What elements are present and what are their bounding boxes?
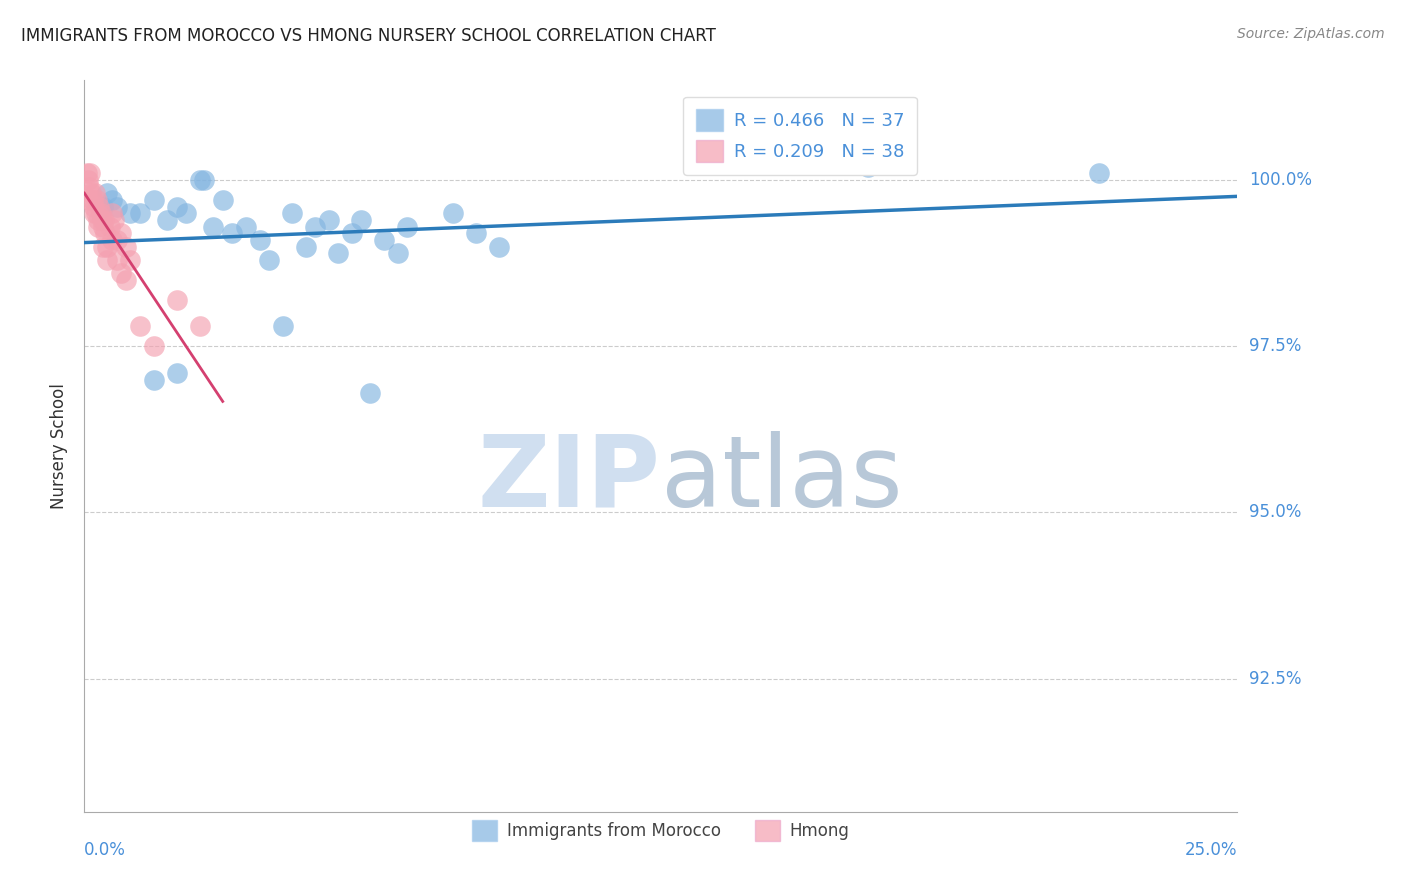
- Point: [271, 319, 294, 334]
- Text: 25.0%: 25.0%: [1185, 841, 1237, 859]
- Text: atlas: atlas: [661, 431, 903, 528]
- Point: [79, 166, 101, 180]
- Point: [77, 173, 100, 187]
- Point: [142, 193, 165, 207]
- Point: [166, 293, 188, 307]
- Text: 92.5%: 92.5%: [1249, 670, 1302, 688]
- Y-axis label: Nursery School: Nursery School: [51, 383, 69, 509]
- Point: [94, 226, 117, 240]
- Text: IMMIGRANTS FROM MOROCCO VS HMONG NURSERY SCHOOL CORRELATION CHART: IMMIGRANTS FROM MOROCCO VS HMONG NURSERY…: [21, 27, 716, 45]
- Point: [326, 246, 349, 260]
- Point: [115, 239, 138, 253]
- Text: 100.0%: 100.0%: [1249, 171, 1312, 189]
- Point: [441, 206, 464, 220]
- Point: [294, 239, 316, 253]
- Point: [87, 200, 110, 214]
- Point: [91, 239, 114, 253]
- Point: [396, 219, 419, 234]
- Point: [281, 206, 304, 220]
- Point: [105, 233, 128, 247]
- Point: [91, 219, 114, 234]
- Point: [221, 226, 243, 240]
- Point: [120, 206, 142, 220]
- Point: [387, 246, 409, 260]
- Text: 95.0%: 95.0%: [1249, 503, 1301, 522]
- Point: [249, 233, 271, 247]
- Point: [142, 339, 165, 353]
- Point: [128, 206, 150, 220]
- Point: [82, 193, 104, 207]
- Legend: Immigrants from Morocco, Hmong: Immigrants from Morocco, Hmong: [465, 814, 856, 847]
- Point: [211, 193, 233, 207]
- Point: [373, 233, 395, 247]
- Text: ZIP: ZIP: [478, 431, 661, 528]
- Point: [96, 186, 118, 201]
- Point: [98, 219, 121, 234]
- Point: [110, 226, 132, 240]
- Point: [87, 219, 110, 234]
- Point: [96, 252, 118, 267]
- Text: Source: ZipAtlas.com: Source: ZipAtlas.com: [1237, 27, 1385, 41]
- Point: [202, 219, 225, 234]
- Point: [83, 206, 105, 220]
- Point: [84, 206, 107, 220]
- Point: [77, 179, 100, 194]
- Point: [103, 213, 125, 227]
- Point: [77, 193, 100, 207]
- Point: [76, 166, 98, 180]
- Point: [488, 239, 510, 253]
- Point: [340, 226, 363, 240]
- Point: [101, 233, 124, 247]
- Point: [101, 193, 124, 207]
- Point: [318, 213, 340, 227]
- Point: [350, 213, 373, 227]
- Point: [128, 319, 150, 334]
- Point: [156, 213, 179, 227]
- Point: [115, 273, 138, 287]
- Point: [80, 186, 103, 201]
- Point: [101, 206, 124, 220]
- Point: [166, 200, 188, 214]
- Point: [87, 213, 110, 227]
- Text: 97.5%: 97.5%: [1249, 337, 1301, 355]
- Point: [91, 200, 114, 214]
- Point: [359, 385, 381, 400]
- Point: [188, 173, 211, 187]
- Point: [110, 266, 132, 280]
- Text: 0.0%: 0.0%: [84, 841, 127, 859]
- Point: [120, 252, 142, 267]
- Point: [93, 213, 115, 227]
- Point: [105, 252, 128, 267]
- Point: [83, 186, 105, 201]
- Point: [90, 213, 112, 227]
- Point: [86, 193, 108, 207]
- Point: [858, 160, 880, 174]
- Point: [174, 206, 197, 220]
- Point: [257, 252, 280, 267]
- Point: [1088, 166, 1111, 180]
- Point: [304, 219, 326, 234]
- Point: [89, 206, 111, 220]
- Point: [193, 173, 215, 187]
- Point: [83, 200, 105, 214]
- Point: [166, 366, 188, 380]
- Point: [235, 219, 257, 234]
- Point: [465, 226, 488, 240]
- Point: [188, 319, 211, 334]
- Point: [96, 239, 118, 253]
- Point: [105, 200, 128, 214]
- Point: [142, 372, 165, 386]
